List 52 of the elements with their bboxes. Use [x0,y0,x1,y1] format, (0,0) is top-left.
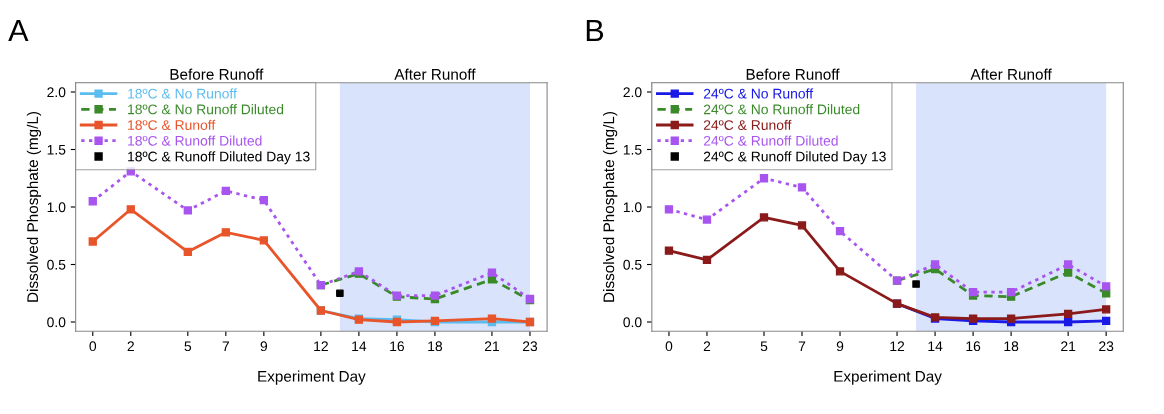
x-tick-label: 16 [966,341,981,352]
text: After Runoff [970,68,1052,80]
legend-label: 24ºC & Runoff Diluted [703,135,838,146]
y-tick-label: 2.0 [623,87,642,98]
y-tick-label: 1.5 [47,144,66,155]
chart-title: B [586,20,604,42]
text: Before Runoff [170,68,264,80]
legend-label: 24ºC & No Runoff [703,88,814,99]
y-axis-title: Dissolved Phosphate (mg/L) [26,111,42,302]
x-tick-label: 23 [522,341,538,352]
x-tick-label: 21 [1061,341,1076,351]
legend-label: 24ºC & No Runoff Diluted [703,104,860,115]
x-tick-label: 5 [184,341,192,352]
y-tick-label: 0.0 [47,317,66,328]
x-tick-label: 21 [484,341,499,351]
y-tick-label: 1.0 [623,202,642,213]
y-tick-label: 0.5 [623,259,642,270]
text: After Runoff [394,68,476,80]
x-tick-label: 7 [222,341,229,351]
x-tick-label: 14 [352,341,367,351]
y-tick-label: 0.5 [47,259,66,270]
x-tick-label: 12 [890,341,905,351]
x-axis-title: Experiment Day [258,370,366,385]
x-tick-label: 9 [836,341,844,352]
x-axis-title: Experiment Day [834,370,942,385]
legend-label: 18ºC & Runoff Diluted Day 13 [128,151,310,165]
x-tick-label: 9 [260,341,268,352]
x-tick-label: 18 [428,341,443,352]
x-tick-label: 5 [760,341,768,352]
x-tick-label: 23 [1099,341,1114,352]
legend-label: 24ºC & Runoff [703,119,792,131]
y-tick-label: 2.0 [47,87,66,98]
x-tick-label: 0 [665,341,673,352]
legend-label: 18ºC & No Runoff [128,88,237,99]
x-tick-label: 12 [314,341,328,351]
x-tick-label: 2 [703,341,711,351]
x-tick-label: 2 [127,341,134,351]
x-tick-label: 14 [928,341,943,351]
legend-label: 18ºC & No Runoff Diluted [128,104,284,115]
chart-title: A [8,20,29,42]
legend-label: 18ºC & Runoff [128,119,216,131]
legend-label: 24ºC & Runoff Diluted Day 13 [703,151,886,165]
x-tick-label: 7 [798,341,806,351]
y-tick-label: 1.5 [623,144,642,155]
x-tick-label: 18 [1004,341,1019,352]
y-axis-title: Dissolved Phosphate (mg/L) [603,111,618,302]
text: Before Runoff [746,68,840,80]
legend-label: 18ºC & Runoff Diluted [128,135,262,146]
y-tick-label: 1.0 [47,202,66,213]
y-tick-label: 0.0 [623,317,642,328]
x-tick-label: 16 [390,341,405,352]
x-tick-label: 0 [89,341,97,352]
